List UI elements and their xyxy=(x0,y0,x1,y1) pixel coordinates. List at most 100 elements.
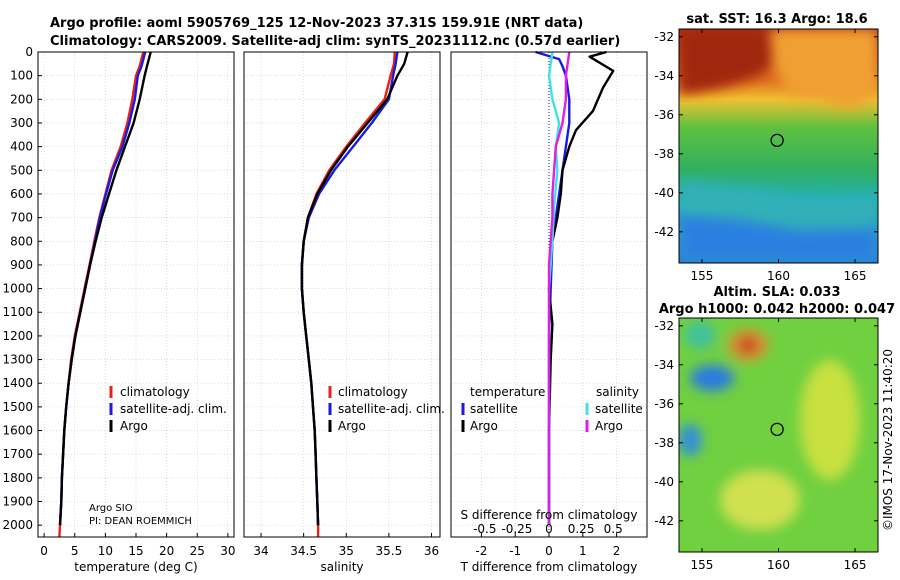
legend-label-argo: Argo xyxy=(338,419,366,433)
map-y-tick-label: -42 xyxy=(654,514,674,528)
sst-cold-patch xyxy=(679,215,878,263)
header-line-1: Argo profile: aoml 5905769_125 12-Nov-20… xyxy=(50,16,583,31)
x-tick-label: 10 xyxy=(98,544,113,558)
map-x-tick-label: 165 xyxy=(844,269,867,283)
s-difference-ticks: -0.5 -0.25 0 0.25 0.5 xyxy=(473,522,623,536)
y-tick-label: 1700 xyxy=(2,447,33,461)
s-difference-tick-label: 0.5 xyxy=(604,522,623,536)
y-tick-label: 200 xyxy=(10,92,33,106)
salinity-grid xyxy=(244,51,440,537)
map-y-tick-label: -36 xyxy=(654,397,674,411)
legend-title-salinity: salinity xyxy=(596,385,639,399)
difference-lines xyxy=(535,50,615,526)
map-y-tick-label: -32 xyxy=(654,319,674,333)
legend-label-t-satellite: satellite xyxy=(470,402,518,416)
salinity-axes-box xyxy=(243,51,441,538)
y-tick-label: 300 xyxy=(10,116,33,130)
temperature-legend: climatology satellite-adj. clim. Argo xyxy=(109,385,227,433)
legend-label-argo: Argo xyxy=(120,419,148,433)
sst-warm-patch xyxy=(679,29,775,95)
note-pi: PI: DEAN ROEMMICH xyxy=(89,516,192,527)
map-y-tick-label: -34 xyxy=(654,69,674,83)
x-tick-label: 35.5 xyxy=(376,544,403,558)
y-tick-label: 1400 xyxy=(2,376,33,390)
map-y-tick-label: -34 xyxy=(654,358,674,372)
sla-map-ticks: 155 160 165 -32 -34 -36 -38 -40 -42 xyxy=(654,318,878,572)
x-tick-label: 34 xyxy=(253,544,268,558)
legend-label-satellite: satellite-adj. clim. xyxy=(120,402,227,416)
y-tick-label: 600 xyxy=(10,187,33,201)
legend-label-s-argo: Argo xyxy=(595,419,623,433)
argo-float-marker xyxy=(770,422,784,436)
x-tick-label: 30 xyxy=(220,544,235,558)
map-x-tick-label: 165 xyxy=(844,558,867,572)
s-difference-label: S difference from climatology xyxy=(461,508,638,522)
salinity-legend: climatology satellite-adj. clim. Argo xyxy=(328,385,445,433)
x-tick-label: 20 xyxy=(159,544,174,558)
s-difference-tick-label: 0 xyxy=(545,522,553,536)
x-tick-label: 2 xyxy=(613,544,621,558)
legend-label-t-argo: Argo xyxy=(470,419,498,433)
map-y-tick-label: -40 xyxy=(654,475,674,489)
y-tick-label: 800 xyxy=(10,234,33,248)
header-line-2: Climatology: CARS2009. Satellite-adj cli… xyxy=(50,34,620,49)
temperature-lines xyxy=(58,51,152,538)
s-difference-tick-label: -0.5 xyxy=(473,522,496,536)
map-y-tick-label: -40 xyxy=(654,186,674,200)
series-line-climatology xyxy=(58,51,145,538)
series-line-s_argo xyxy=(547,51,571,526)
legend-title-temperature: temperature xyxy=(470,385,545,399)
map-x-tick-label: 160 xyxy=(767,558,790,572)
salinity-x-ticks: 34 34.5 35 35.5 36 xyxy=(253,533,439,558)
sla-yellow-band xyxy=(800,360,860,480)
s-difference-tick-label: 0.25 xyxy=(568,522,595,536)
sst-map: sat. SST: 16.3 Argo: 18.6 155 160 165 -32 -3… xyxy=(654,12,879,283)
map-y-tick-label: -42 xyxy=(654,225,674,239)
temperature-x-label: temperature (deg C) xyxy=(74,560,197,574)
x-tick-label: 35 xyxy=(339,544,354,558)
s-difference-tick-label: -0.25 xyxy=(501,522,532,536)
y-tick-label: 700 xyxy=(10,211,33,225)
temperature-panel: 0 5 10 15 20 25 30 0 100 200 300 400 500 600 700 800 90… xyxy=(2,45,235,574)
y-tick-label: 1200 xyxy=(2,329,33,343)
y-tick-label: 1800 xyxy=(2,471,33,485)
x-tick-label: 15 xyxy=(128,544,143,558)
legend-label-s-satellite: satellite xyxy=(595,402,643,416)
x-tick-label: 25 xyxy=(190,544,205,558)
salinity-x-label: salinity xyxy=(320,560,363,574)
difference-panel: -2 -1 0 1 2 -0.5 -0.25 0 0.25 0.5 S difference f… xyxy=(450,50,648,574)
legend-label-climatology: climatology xyxy=(338,385,408,399)
imos-credit: ©IMOS 17-Nov-2023 11:40:20 xyxy=(881,349,895,531)
sst-map-title: sat. SST: 16.3 Argo: 18.6 xyxy=(686,12,867,27)
legend-label-satellite: satellite-adj. clim. xyxy=(338,402,445,416)
sst-map-ticks: 155 160 165 -32 -34 -36 -38 -40 -42 xyxy=(654,29,878,283)
series-line-argo xyxy=(547,50,615,526)
x-tick-label: 0 xyxy=(40,544,48,558)
x-tick-label: -1 xyxy=(509,544,521,558)
sla-map-subtitle: Argo h1000: 0.042 h2000: 0.047 xyxy=(659,302,895,317)
series-line-argo xyxy=(300,51,409,526)
y-tick-label: 1500 xyxy=(2,400,33,414)
series-line-argo xyxy=(58,51,152,526)
y-tick-label: 1900 xyxy=(2,495,33,509)
salinity-lines xyxy=(300,51,409,537)
sst-orange-patch xyxy=(770,29,878,110)
y-tick-label: 1300 xyxy=(2,353,33,367)
sla-low-south xyxy=(679,424,702,456)
y-tick-label: 2000 xyxy=(2,518,33,532)
map-y-tick-label: -38 xyxy=(654,147,674,161)
legend-label-climatology: climatology xyxy=(120,385,190,399)
x-tick-label: 34.5 xyxy=(290,544,317,558)
note-argo-sio: Argo SIO xyxy=(89,503,133,514)
y-tick-label: 900 xyxy=(10,258,33,272)
temperature-grid xyxy=(38,51,234,537)
sla-map: Altim. SLA: 0.033 Argo h1000: 0.042 h200… xyxy=(654,285,895,572)
map-x-tick-label: 160 xyxy=(767,269,790,283)
y-tick-label: 1100 xyxy=(2,305,33,319)
map-x-tick-label: 155 xyxy=(691,269,714,283)
map-y-tick-label: -32 xyxy=(654,30,674,44)
salinity-panel: 34 34.5 35 35.5 36 salinity climatology sate… xyxy=(243,51,445,574)
map-y-tick-label: -36 xyxy=(654,108,674,122)
y-tick-label: 100 xyxy=(10,69,33,83)
